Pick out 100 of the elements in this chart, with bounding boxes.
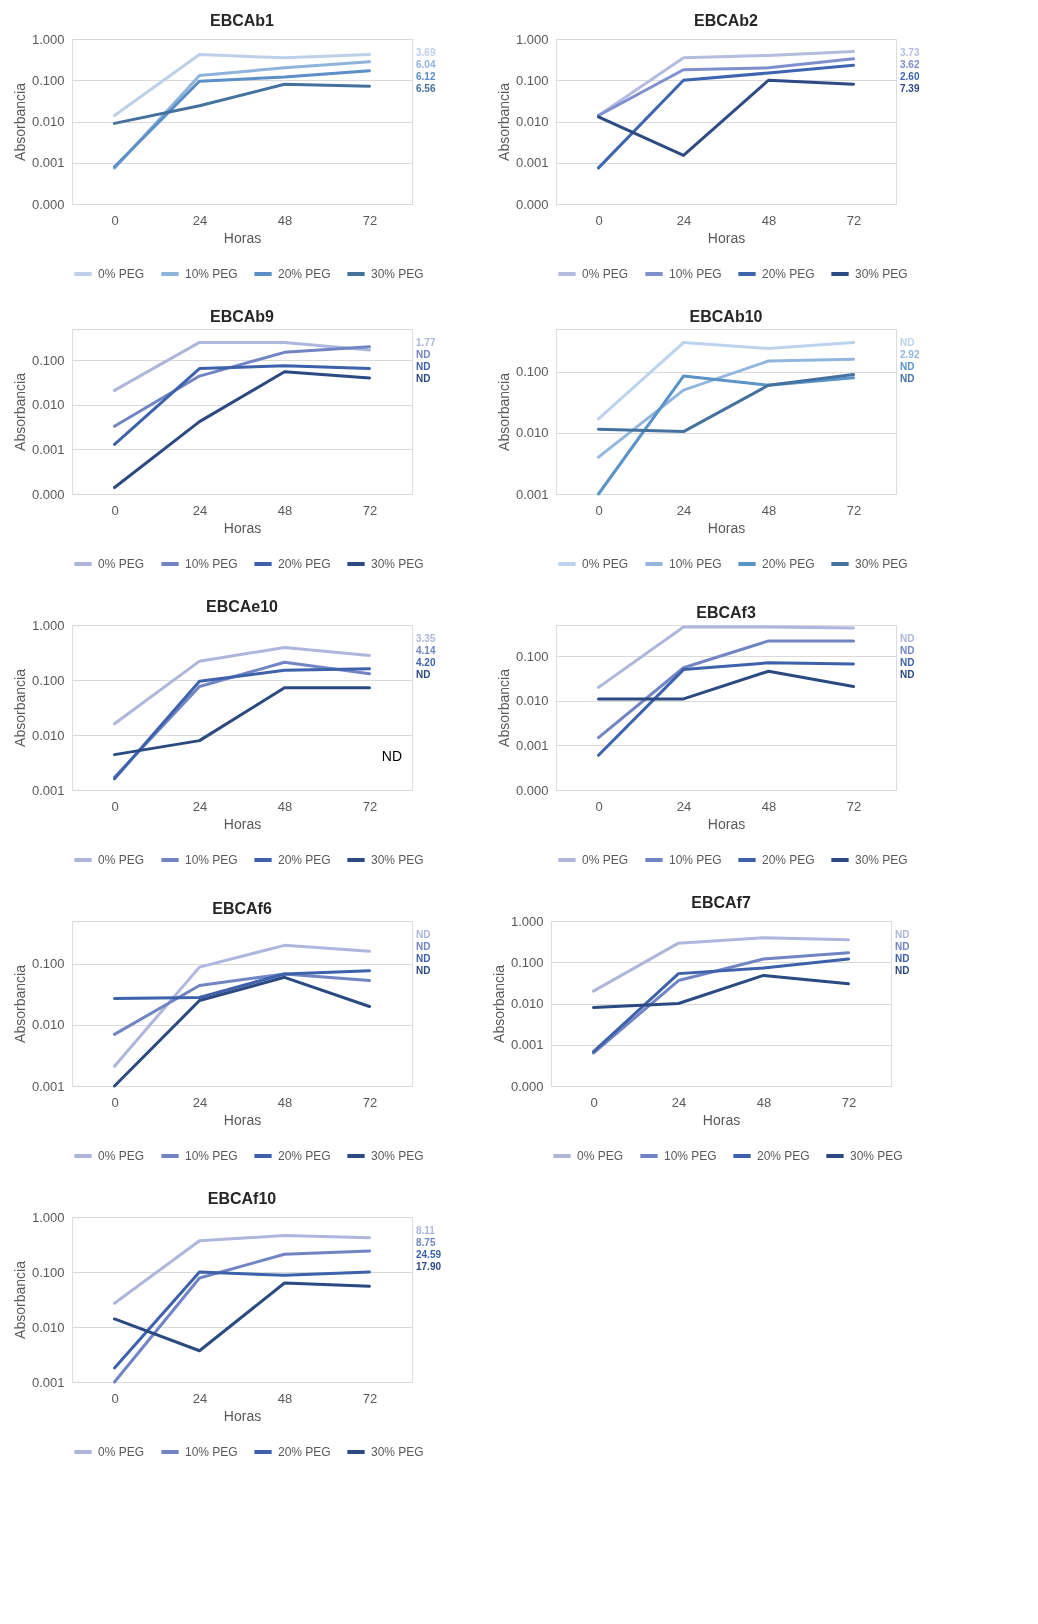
legend-label: 0% PEG: [98, 853, 145, 867]
legend-label: 10% PEG: [185, 853, 238, 867]
y-tick-label: 0.100: [510, 954, 544, 970]
legend-label: 0% PEG: [98, 267, 145, 281]
legend-label: 10% PEG: [669, 853, 722, 867]
legend-label: 20% PEG: [762, 557, 815, 571]
legend-label: 10% PEG: [185, 1445, 238, 1459]
y-tick-label: 1.000: [31, 617, 65, 633]
y-axis-title: Absorbancia: [11, 964, 28, 1043]
legend-label: 30% PEG: [371, 267, 424, 281]
y-tick-label: 0.001: [31, 1078, 65, 1094]
text: ND: [416, 941, 431, 952]
y-tick-label: 0.000: [510, 1078, 544, 1094]
y-tick-label: 0.001: [31, 441, 65, 457]
x-tick-label: 0: [595, 798, 603, 814]
x-tick-label: 0: [111, 1390, 119, 1406]
line-series: [113, 1281, 371, 1353]
x-tick-label: 0: [111, 212, 119, 228]
text: 17.90: [416, 1261, 442, 1272]
text: ND: [416, 373, 431, 384]
text: ND: [900, 633, 915, 644]
text: 7.39: [900, 83, 920, 94]
x-tick-label: 48: [277, 1390, 293, 1406]
legend-label: 30% PEG: [855, 557, 908, 571]
x-tick-label: 24: [192, 1390, 208, 1406]
x-tick-label: 72: [846, 798, 862, 814]
y-axis-title: Absorbancia: [495, 372, 512, 451]
x-tick-label: 0: [111, 798, 119, 814]
y-tick-label: 0.010: [515, 425, 549, 441]
y-tick-label: 0.100: [515, 364, 549, 380]
x-tick-label: 24: [192, 502, 208, 518]
legend-label: 0% PEG: [582, 853, 629, 867]
text: ND: [900, 669, 915, 680]
x-axis-title: Horas: [707, 519, 746, 536]
y-tick-label: 0.010: [31, 727, 65, 743]
y-axis-title: Absorbancia: [11, 1260, 28, 1339]
legend-label: 10% PEG: [669, 557, 722, 571]
chart-title: EBCAe10: [205, 598, 279, 615]
line-series: [592, 936, 850, 993]
text: ND: [416, 965, 431, 976]
text: 6.56: [416, 83, 436, 94]
text: 2.92: [900, 349, 920, 360]
text: ND: [900, 337, 915, 348]
x-tick-label: 24: [192, 798, 208, 814]
y-tick-label: 0.001: [510, 1037, 544, 1053]
x-tick-label: 72: [362, 1094, 378, 1110]
legend-label: 10% PEG: [669, 267, 722, 281]
text: ND: [895, 941, 910, 952]
line-series: [113, 969, 371, 1000]
text: 4.14: [416, 645, 436, 656]
legend-label: 20% PEG: [762, 853, 815, 867]
text: 3.62: [900, 59, 920, 70]
text: ND: [895, 965, 910, 976]
legend-label: 0% PEG: [582, 557, 629, 571]
legend-label: 30% PEG: [855, 853, 908, 867]
text: ND: [900, 361, 915, 372]
legend-label: 0% PEG: [577, 1149, 624, 1163]
annotation: ND: [381, 748, 402, 764]
line-series: [113, 1234, 371, 1305]
chart-title: EBCAf6: [212, 900, 272, 917]
y-axis-title: Absorbancia: [11, 82, 28, 161]
line-series: [113, 975, 371, 1088]
x-tick-label: 72: [362, 502, 378, 518]
text: 1.77: [416, 337, 436, 348]
y-tick-label: 0.100: [31, 672, 65, 688]
line-series: [597, 661, 855, 757]
y-tick-label: 0.100: [515, 648, 549, 664]
line-series: [113, 345, 371, 428]
x-tick-label: 24: [676, 502, 692, 518]
chart-title: EBCAb2: [693, 12, 759, 29]
y-axis-title: Absorbancia: [495, 82, 512, 161]
y-tick-label: 0.000: [515, 782, 549, 798]
legend-label: 10% PEG: [185, 267, 238, 281]
x-tick-label: 48: [277, 798, 293, 814]
text: 6.04: [416, 59, 436, 70]
text: ND: [900, 373, 915, 384]
chart-title: EBCAb10: [689, 308, 763, 325]
x-tick-label: 72: [362, 798, 378, 814]
y-tick-label: 0.100: [515, 72, 549, 88]
x-tick-label: 72: [846, 212, 862, 228]
y-tick-label: 0.100: [31, 1264, 65, 1280]
y-tick-label: 0.001: [31, 155, 65, 171]
x-axis-title: Horas: [223, 815, 262, 832]
x-tick-label: 48: [756, 1094, 772, 1110]
legend-label: 30% PEG: [855, 267, 908, 281]
text: 8.75: [416, 1237, 436, 1248]
x-tick-label: 24: [676, 798, 692, 814]
text: 24.59: [416, 1249, 442, 1260]
x-tick-label: 48: [761, 212, 777, 228]
legend-label: 0% PEG: [98, 1445, 145, 1459]
y-tick-label: 0.001: [31, 1374, 65, 1390]
legend-label: 0% PEG: [98, 1149, 145, 1163]
y-tick-label: 0.100: [31, 72, 65, 88]
y-tick-label: 0.001: [515, 486, 549, 502]
legend-label: 20% PEG: [278, 1149, 331, 1163]
legend-label: 30% PEG: [371, 557, 424, 571]
x-tick-label: 0: [595, 212, 603, 228]
line-series: [597, 373, 855, 434]
x-axis-title: Horas: [707, 229, 746, 246]
text: ND: [895, 929, 910, 940]
